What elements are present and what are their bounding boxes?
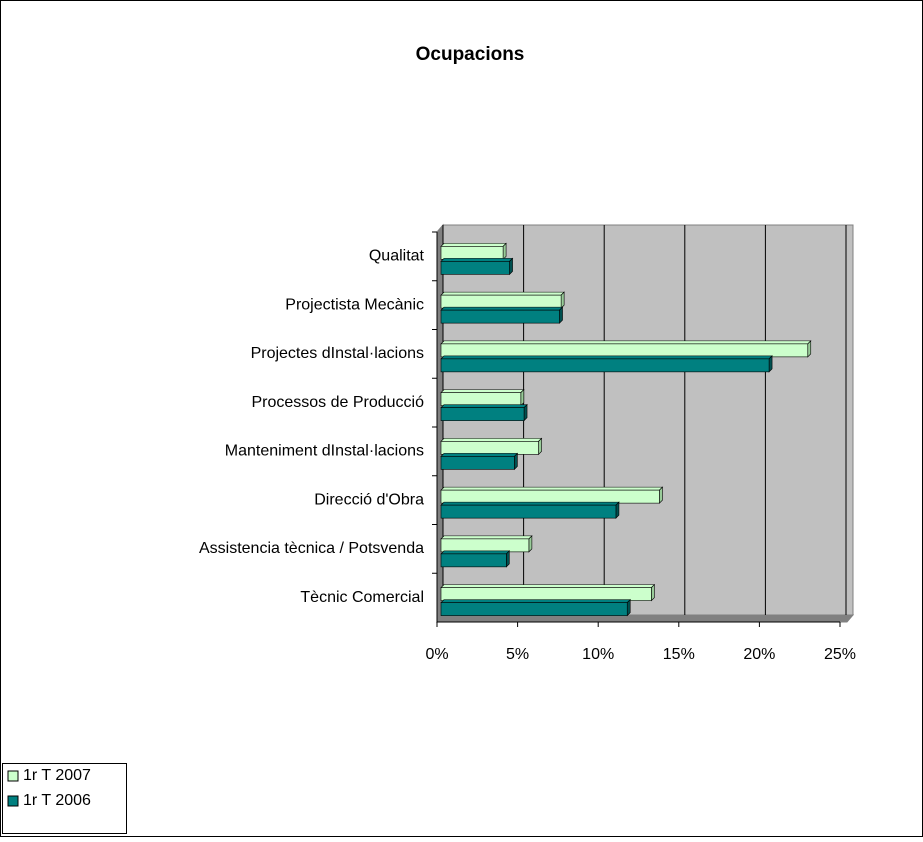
- legend-box: [2, 763, 127, 834]
- bar: [440, 441, 539, 455]
- bar-end: [509, 257, 513, 276]
- bar-end: [768, 355, 773, 373]
- legend-label: 1r T 2006: [23, 792, 91, 809]
- legend-swatch: [7, 795, 19, 807]
- x-tick-label: 15%: [663, 646, 695, 663]
- bar: [440, 343, 809, 358]
- bar-top: [440, 404, 528, 408]
- bar-top: [440, 584, 656, 588]
- bar: [440, 392, 522, 406]
- y-tick-label: Manteniment dInstal·lacions: [225, 443, 424, 460]
- bar: [440, 504, 617, 519]
- bar-top: [440, 355, 773, 360]
- x-tick-label: 5%: [506, 646, 529, 663]
- chart-title: Ocupacions: [416, 44, 525, 65]
- bar-end: [615, 501, 620, 519]
- bar-top: [440, 258, 514, 262]
- bar-end: [520, 388, 525, 407]
- y-tick-label: Projectista Mecànic: [285, 296, 424, 313]
- bar: [440, 407, 525, 421]
- y-tick-label: Projectes dInstal·lacions: [251, 345, 424, 362]
- legend-swatch: [7, 770, 19, 782]
- bar: [440, 261, 510, 275]
- bar-top: [440, 501, 620, 506]
- bar-top: [440, 389, 525, 393]
- bar-end: [523, 403, 528, 422]
- bar: [440, 309, 560, 324]
- bar-end: [626, 598, 631, 617]
- y-tick-label: Processos de Producció: [251, 394, 424, 411]
- bar-end: [560, 291, 565, 309]
- bar-end: [659, 486, 663, 504]
- bar-end: [807, 340, 812, 358]
- bar: [440, 538, 530, 553]
- bar: [440, 358, 770, 373]
- bar-top: [440, 486, 664, 491]
- bar-top: [440, 535, 533, 540]
- floor: [435, 614, 855, 623]
- bar-top: [440, 291, 565, 296]
- bar: [440, 489, 660, 504]
- bar-end: [538, 437, 542, 456]
- bar: [440, 587, 652, 601]
- bar: [440, 246, 504, 260]
- x-tick-label: 0%: [425, 646, 448, 663]
- y-tick-label: Direcció d'Obra: [314, 491, 424, 508]
- bar-end: [651, 583, 655, 602]
- y-tick-label: Qualitat: [369, 248, 425, 265]
- bar-end: [528, 535, 533, 553]
- bar-top: [440, 243, 507, 247]
- bar-top: [440, 306, 564, 311]
- bar: [440, 294, 562, 309]
- bar-top: [440, 438, 543, 442]
- bar-top: [440, 599, 631, 603]
- bar-end: [514, 452, 518, 471]
- x-tick-label: 25%: [824, 646, 856, 663]
- x-tick-label: 10%: [582, 646, 614, 663]
- x-tick-label: 20%: [743, 646, 775, 663]
- y-tick-label: Tècnic Comercial: [300, 589, 424, 606]
- bar-end: [559, 306, 563, 324]
- bar: [440, 602, 628, 616]
- bar-top: [440, 550, 511, 555]
- bar-end: [506, 550, 510, 568]
- legend-label: 1r T 2007: [23, 767, 91, 784]
- bar: [440, 456, 515, 470]
- bar-end: [502, 242, 507, 261]
- bar-top: [440, 453, 519, 457]
- y-tick-label: Assistencia tècnica / Potsvenda: [199, 540, 424, 557]
- bar: [440, 553, 507, 568]
- bar-top: [440, 340, 812, 345]
